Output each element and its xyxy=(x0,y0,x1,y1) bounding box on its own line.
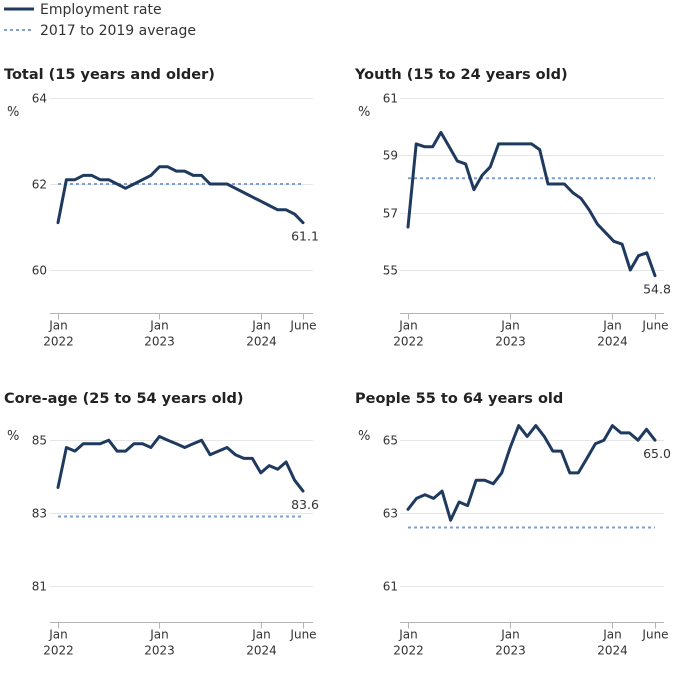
x-tick-label-year: 2024 xyxy=(597,644,628,658)
y-tick-label: 85 xyxy=(32,434,47,448)
y-tick-label: 61 xyxy=(383,92,398,106)
x-tick-label-year: 2022 xyxy=(393,335,424,349)
y-axis-unit-label: % xyxy=(7,429,19,444)
x-tick-label-year: 2023 xyxy=(144,644,175,658)
x-tick-label-year: 2022 xyxy=(43,644,74,658)
end-value-label: 54.8 xyxy=(643,282,671,297)
y-axis-unit-label: % xyxy=(358,105,370,120)
y-tick-label: 57 xyxy=(383,207,398,221)
legend: Employment rate 2017 to 2019 average xyxy=(4,2,196,39)
y-tick-label: 59 xyxy=(383,149,398,163)
x-tick-label-year: 2024 xyxy=(246,335,277,349)
panel-total: Total (15 years and older)% 64 62 60 Jan 2022… xyxy=(4,67,319,349)
x-tick-label-year: 2024 xyxy=(246,644,277,658)
y-tick-label: 83 xyxy=(32,507,47,521)
x-tick-label: Jan xyxy=(251,319,271,333)
y-tick-label: 61 xyxy=(383,580,398,594)
x-tick-label: Jan xyxy=(500,319,520,333)
x-tick-label: June xyxy=(289,319,316,333)
panel-core-age: Core-age (25 to 54 years old)% 85 83 81 Jan 2… xyxy=(4,391,319,658)
x-tick-label-year: 2023 xyxy=(144,335,175,349)
x-tick-label: June xyxy=(641,319,668,333)
panel-title: Youth (15 to 24 years old) xyxy=(354,67,568,83)
x-tick-label: Jan xyxy=(398,319,418,333)
panel-title: Core-age (25 to 54 years old) xyxy=(4,391,244,407)
x-tick-label: Jan xyxy=(602,628,622,642)
y-tick-label: 81 xyxy=(32,580,47,594)
y-tick-label: 55 xyxy=(383,264,398,278)
x-tick-label: Jan xyxy=(398,628,418,642)
x-tick-label-year: 2024 xyxy=(597,335,628,349)
x-tick-label-year: 2023 xyxy=(495,644,526,658)
end-value-label: 83.6 xyxy=(291,497,319,512)
employment-rate-line xyxy=(406,130,657,278)
x-tick-label-year: 2022 xyxy=(393,644,424,658)
panel-title: Total (15 years and older) xyxy=(4,67,215,83)
employment-rate-line xyxy=(56,165,305,225)
employment-rate-line xyxy=(406,424,657,522)
end-value-label: 61.1 xyxy=(291,229,319,244)
x-tick-label: Jan xyxy=(149,319,169,333)
x-tick-label: Jan xyxy=(48,319,68,333)
x-tick-label: Jan xyxy=(500,628,520,642)
y-axis-unit-label: % xyxy=(7,105,19,120)
x-tick-label: Jan xyxy=(251,628,271,642)
panel-youth: Youth (15 to 24 years old)% 61 59 57 55 Jan 20… xyxy=(354,67,671,349)
legend-average-label: 2017 to 2019 average xyxy=(40,23,196,39)
legend-series-label: Employment rate xyxy=(40,2,162,18)
x-tick-label: Jan xyxy=(48,628,68,642)
y-tick-label: 65 xyxy=(383,434,398,448)
x-tick-label: Jan xyxy=(602,319,622,333)
panel-title: People 55 to 64 years old xyxy=(355,391,563,407)
x-tick-label-year: 2022 xyxy=(43,335,74,349)
y-tick-label: 63 xyxy=(383,507,398,521)
y-tick-label: 64 xyxy=(32,92,47,106)
y-tick-label: 60 xyxy=(32,264,47,278)
panel-55-to-64: People 55 to 64 years old% 65 63 61 Jan 2022 J… xyxy=(355,391,671,658)
end-value-label: 65.0 xyxy=(643,446,671,461)
y-axis-unit-label: % xyxy=(358,429,370,444)
x-tick-label: June xyxy=(289,628,316,642)
x-tick-label: Jan xyxy=(149,628,169,642)
employment-rate-line xyxy=(56,435,305,493)
y-tick-label: 62 xyxy=(32,178,47,192)
x-tick-label-year: 2023 xyxy=(495,335,526,349)
x-tick-label: June xyxy=(641,628,668,642)
